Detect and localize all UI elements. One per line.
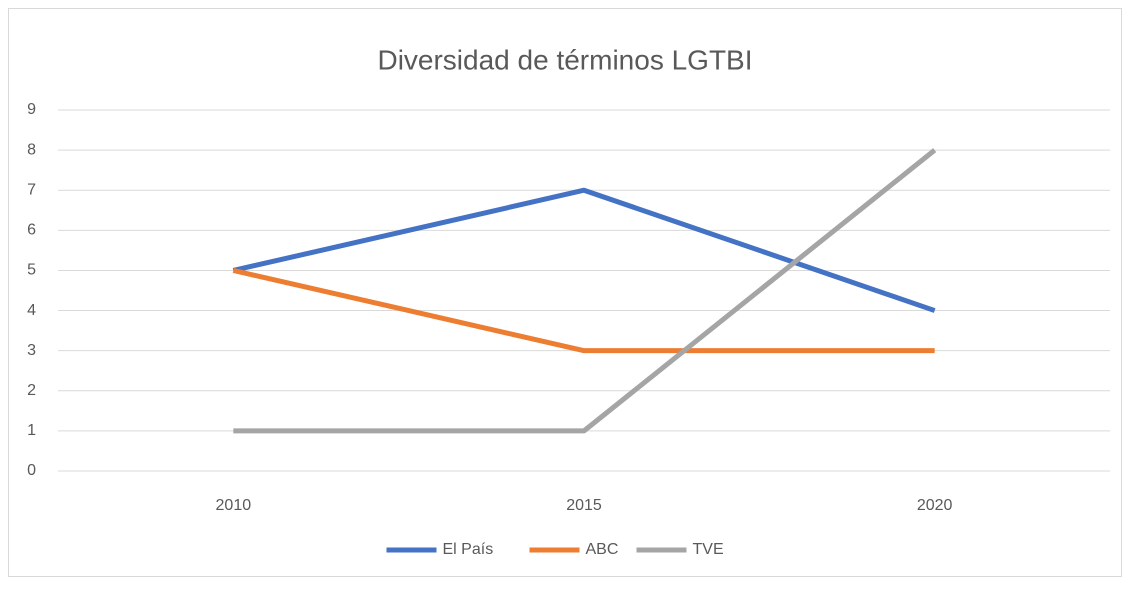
y-tick-label: 4 bbox=[27, 302, 36, 319]
y-tick-label: 7 bbox=[27, 181, 36, 198]
y-tick-label: 9 bbox=[27, 101, 36, 118]
y-tick-label: 3 bbox=[27, 342, 36, 359]
line-series bbox=[232, 268, 935, 354]
legend-label: TVE bbox=[693, 541, 724, 558]
x-tick-label: 2020 bbox=[917, 497, 953, 514]
line-series bbox=[233, 148, 937, 434]
legend-label: ABC bbox=[586, 541, 619, 558]
y-tick-label: 6 bbox=[27, 222, 36, 239]
x-tick-label: 2015 bbox=[566, 497, 602, 514]
x-tick-label: 2010 bbox=[216, 497, 252, 514]
chart-border bbox=[8, 8, 1122, 577]
y-tick-label: 2 bbox=[27, 382, 36, 399]
y-tick-label: 8 bbox=[27, 141, 36, 158]
y-tick-label: 5 bbox=[27, 262, 36, 279]
legend-label: El País bbox=[443, 541, 494, 558]
y-tick-label: 0 bbox=[27, 462, 36, 479]
y-tick-label: 1 bbox=[27, 422, 36, 439]
chart-title: Diversidad de términos LGTBI bbox=[377, 44, 752, 75]
line-series bbox=[232, 187, 936, 313]
